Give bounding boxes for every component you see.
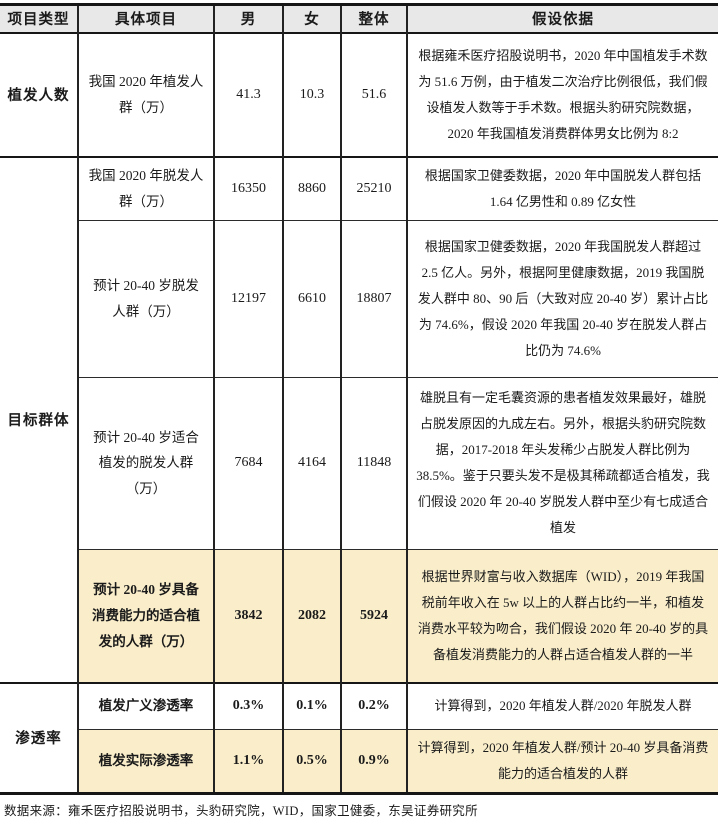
basis-cell: 计算得到，2020 年植发人群/预计 20-40 岁具备消费能力的适合植发的人群 xyxy=(406,729,718,793)
header-row: 项目类型 具体项目 男 女 整体 假设依据 xyxy=(0,4,718,33)
basis-cell: 根据雍禾医疗招股说明书，2020 年中国植发手术数为 51.6 万例，由于植发二… xyxy=(406,32,718,157)
header-cell-male: 男 xyxy=(213,4,283,33)
item-cell: 预计 20-40 岁适合植发的脱发人群（万） xyxy=(77,377,214,549)
male-value-cell: 3842 xyxy=(213,549,283,683)
item-cell: 我国 2020 年脱发人群（万） xyxy=(77,156,214,220)
item-cell: 植发实际渗透率 xyxy=(77,729,214,793)
female-value-cell: 2082 xyxy=(282,549,341,683)
table-row-highlighted: 预计 20-40 岁具备消费能力的适合植发的人群（万） 3842 2082 59… xyxy=(0,549,718,683)
male-value-cell: 0.3% xyxy=(213,683,283,729)
female-value-cell: 4164 xyxy=(282,377,341,549)
header-cell-total: 整体 xyxy=(340,4,407,33)
male-value-cell: 12197 xyxy=(213,220,283,377)
table-row: 目标群体 我国 2020 年脱发人群（万） 16350 8860 25210 根… xyxy=(0,156,718,429)
basis-cell: 计算得到，2020 年植发人群/2020 年脱发人群 xyxy=(406,683,718,729)
table-row: 预计 20-40 岁适合植发的脱发人群（万） 7684 4164 11848 雄… xyxy=(0,377,718,549)
item-cell: 预计 20-40 岁脱发人群（万） xyxy=(77,220,214,377)
basis-cell: 雄脱且有一定毛囊资源的患者植发效果最好，雄脱占脱发原因的九成左右。另外，根据头豹… xyxy=(406,377,718,549)
male-value-cell: 7684 xyxy=(213,377,283,549)
basis-cell: 根据世界财富与收入数据库（WID），2019 年我国税前年收入在 5w 以上的人… xyxy=(406,549,718,683)
total-value-cell: 11848 xyxy=(340,377,407,549)
category-cell: 目标群体 xyxy=(7,413,70,430)
total-value-cell: 18807 xyxy=(340,220,407,377)
total-value-cell: 51.6 xyxy=(340,32,407,157)
data-source-note: 数据来源：雍禾医疗招股说明书，头豹研究院，WID，国家卫健委，东吴证券研究所 xyxy=(4,803,478,818)
female-value-cell: 6610 xyxy=(282,220,341,377)
category-cell: 植发人数 xyxy=(7,88,70,104)
category-cell: 渗透率 xyxy=(15,731,62,748)
item-cell: 预计 20-40 岁具备消费能力的适合植发的人群（万） xyxy=(77,549,214,683)
male-value-cell: 1.1% xyxy=(213,729,283,793)
basis-cell: 根据国家卫健委数据，2020 年我国脱发人群超过 2.5 亿人。另外，根据阿里健… xyxy=(406,220,718,377)
item-cell: 我国 2020 年植发人群（万） xyxy=(77,32,214,157)
header-cell-category: 项目类型 xyxy=(7,12,70,29)
table-row-highlighted: 植发实际渗透率 1.1% 0.5% 0.9% 计算得到，2020 年植发人群/预… xyxy=(0,729,718,793)
hair-transplant-assumptions-table: 项目类型 具体项目 男 女 整体 假设依据 植发人数 我国 2020 年植发人群… xyxy=(0,3,718,795)
female-value-cell: 0.1% xyxy=(282,683,341,729)
female-value-cell: 8860 xyxy=(282,156,341,220)
male-value-cell: 41.3 xyxy=(213,32,283,157)
male-value-cell: 16350 xyxy=(213,156,283,220)
total-value-cell: 25210 xyxy=(340,156,407,220)
table-row: 渗透率 植发广义渗透率 0.3% 0.1% 0.2% 计算得到，2020 年植发… xyxy=(0,683,718,747)
total-value-cell: 0.9% xyxy=(340,729,407,793)
total-value-cell: 0.2% xyxy=(340,683,407,729)
female-value-cell: 0.5% xyxy=(282,729,341,793)
total-value-cell: 5924 xyxy=(340,549,407,683)
table-row: 预计 20-40 岁脱发人群（万） 12197 6610 18807 根据国家卫… xyxy=(0,220,718,377)
item-cell: 植发广义渗透率 xyxy=(77,683,214,729)
female-value-cell: 10.3 xyxy=(282,32,341,157)
basis-cell: 根据国家卫健委数据，2020 年中国脱发人群包括 1.64 亿男性和 0.89 … xyxy=(406,156,718,220)
header-cell-basis: 假设依据 xyxy=(406,4,718,33)
header-cell-female: 女 xyxy=(282,4,341,33)
table-row: 植发人数 我国 2020 年植发人群（万） 41.3 10.3 51.6 根据雍… xyxy=(0,32,718,157)
header-cell-item: 具体项目 xyxy=(77,4,214,33)
